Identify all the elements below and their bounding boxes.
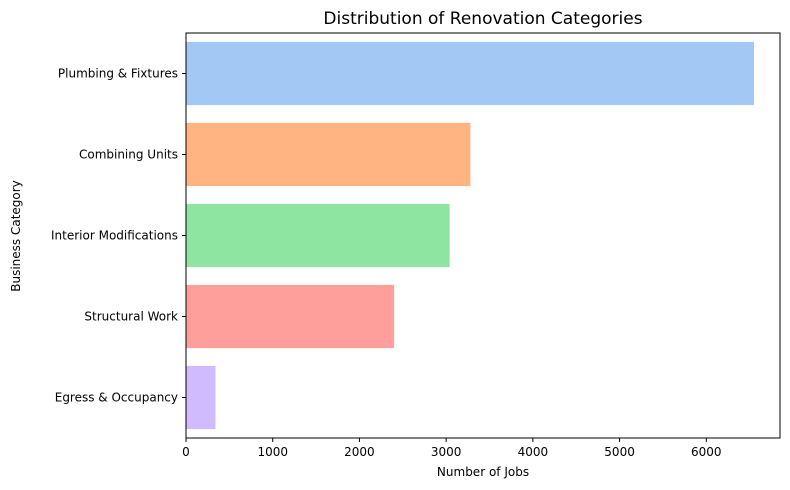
x-tick-label: 6000 [691, 445, 722, 459]
x-axis: 0 1000 2000 3000 4000 5000 6000 [182, 438, 722, 459]
x-tick-label: 3000 [431, 445, 462, 459]
x-tick-label: 2000 [344, 445, 375, 459]
bars-layer [186, 41, 754, 430]
x-tick-label: 4000 [518, 445, 549, 459]
y-tick-label: Combining Units [79, 148, 178, 162]
bar-4 [186, 365, 216, 430]
y-tick-label: Structural Work [84, 310, 178, 324]
x-tick-label: 0 [182, 445, 190, 459]
x-axis-label: Number of Jobs [437, 465, 529, 479]
bar-2 [186, 203, 450, 268]
y-tick-label: Plumbing & Fixtures [58, 67, 178, 81]
x-tick-label: 1000 [257, 445, 288, 459]
y-tick-label: Egress & Occupancy [55, 391, 178, 405]
y-tick-label: Interior Modifications [51, 229, 178, 243]
y-axis-label: Business Category [9, 180, 23, 292]
y-axis: Plumbing & Fixtures Combining Units Interi… [51, 67, 186, 405]
bar-3 [186, 284, 395, 349]
bar-0 [186, 41, 754, 106]
x-tick-label: 5000 [604, 445, 635, 459]
chart-title: Distribution of Renovation Categories [323, 9, 642, 29]
bar-1 [186, 122, 471, 187]
